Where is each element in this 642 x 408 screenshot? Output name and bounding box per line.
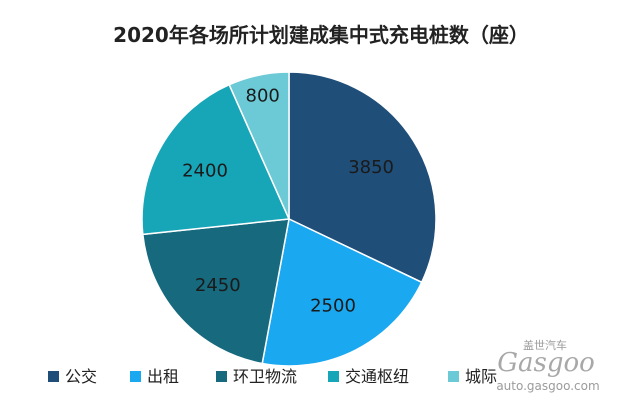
legend-swatch <box>328 371 339 382</box>
pie-slices <box>141 71 437 367</box>
legend-swatch <box>216 371 227 382</box>
pie-slice <box>141 218 290 365</box>
legend-label: 城际 <box>465 367 497 386</box>
legend-swatch <box>48 371 59 382</box>
watermark-brand-cn: 盖世汽车 <box>523 338 567 352</box>
pie-slice <box>141 83 291 236</box>
pie-data-label: 800 <box>246 85 280 106</box>
watermark-url: auto.gasgoo.com <box>496 379 599 393</box>
pie-slice <box>261 217 423 367</box>
pie-data-labels: 3850 2500 2450 2400 800 <box>182 85 394 316</box>
watermark-logo: Gasgoo <box>497 348 595 378</box>
legend-label: 公交 <box>65 367 97 386</box>
pie-slice <box>288 71 437 284</box>
watermark: 盖世汽车 Gasgoo auto.gasgoo.com <box>496 338 599 393</box>
pie-data-label: 2450 <box>195 275 241 296</box>
chart-title: 2020年各场所计划建成集中式充电桩数（座） <box>113 23 529 47</box>
legend: 公交 出租 环卫物流 交通枢纽 城际 <box>48 367 497 386</box>
legend-label: 环卫物流 <box>233 367 297 386</box>
pie-data-label: 2500 <box>310 295 356 316</box>
legend-swatch <box>448 371 459 382</box>
legend-swatch <box>130 371 141 382</box>
pie-data-label: 2400 <box>182 161 228 182</box>
pie-data-label: 3850 <box>348 157 394 178</box>
legend-label: 出租 <box>147 367 179 386</box>
legend-label: 交通枢纽 <box>345 367 409 386</box>
pie-slice <box>228 71 290 220</box>
